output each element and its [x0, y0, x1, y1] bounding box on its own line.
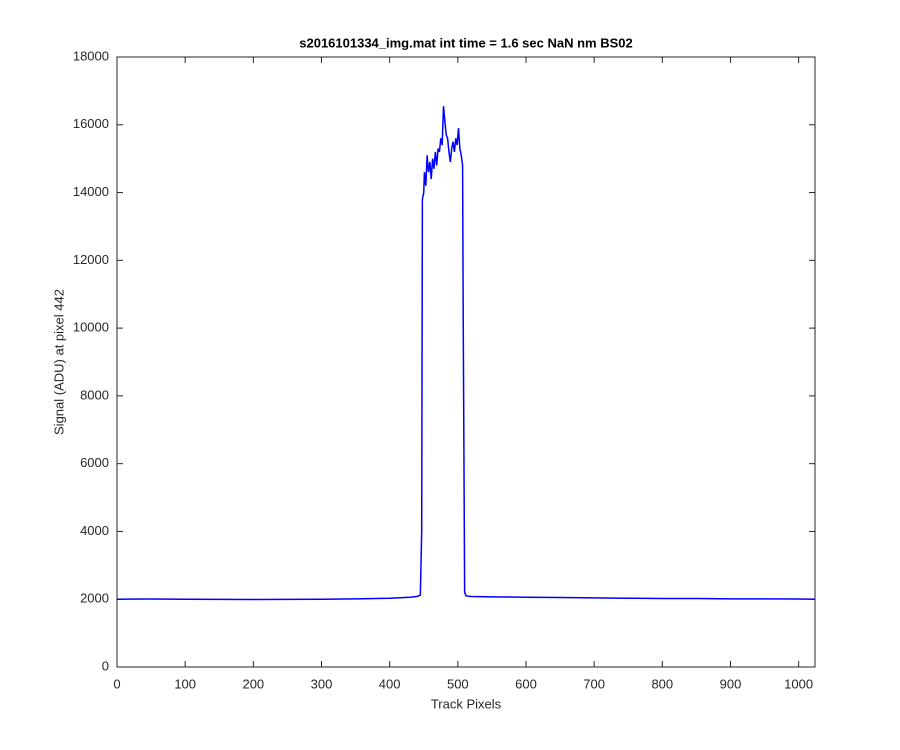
chart-title: s2016101334_img.mat int time = 1.6 sec N…	[299, 35, 633, 50]
x-axis-label: Track Pixels	[431, 696, 502, 711]
x-tick-label: 900	[720, 676, 742, 691]
x-tick-label: 400	[379, 676, 401, 691]
y-tick-label: 2000	[80, 591, 109, 606]
y-tick-label: 8000	[80, 387, 109, 402]
x-tick-label: 700	[583, 676, 605, 691]
x-tick-label: 600	[515, 676, 537, 691]
x-tick-label: 300	[311, 676, 333, 691]
y-tick-label: 16000	[73, 116, 109, 131]
x-tick-label: 100	[174, 676, 196, 691]
plot-area	[116, 56, 816, 668]
y-tick-label: 12000	[73, 252, 109, 267]
y-axis-label: Signal (ADU) at pixel 442	[51, 289, 66, 435]
x-tick-label: 500	[447, 676, 469, 691]
y-tick-label: 14000	[73, 184, 109, 199]
y-tick-label: 0	[102, 658, 109, 673]
y-tick-label: 10000	[73, 320, 109, 335]
data-line	[116, 106, 816, 601]
x-tick-label: 0	[113, 676, 120, 691]
x-tick-label: 200	[242, 676, 264, 691]
y-tick-label: 4000	[80, 523, 109, 538]
x-tick-label: 1000	[784, 676, 813, 691]
y-tick-label: 18000	[73, 48, 109, 63]
x-tick-label: 800	[651, 676, 673, 691]
y-tick-label: 6000	[80, 455, 109, 470]
